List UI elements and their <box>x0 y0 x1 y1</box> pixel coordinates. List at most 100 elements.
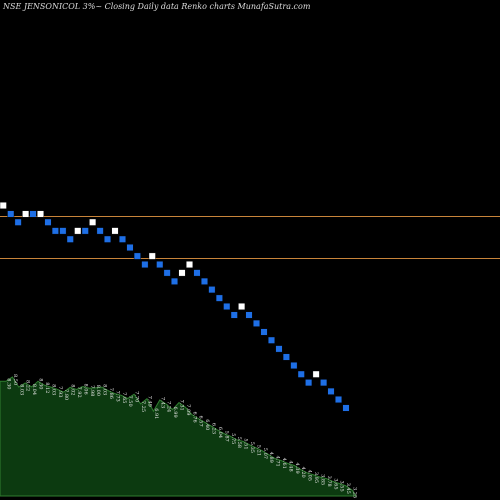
renko-brick-up <box>0 202 7 210</box>
value-label: 7.86 <box>108 388 114 399</box>
renko-brick-down <box>335 396 342 403</box>
renko-brick-down <box>215 294 223 302</box>
value-label: 3.78 <box>326 476 332 487</box>
renko-brick-down <box>141 261 149 268</box>
value-label: 3.65 <box>332 478 338 489</box>
renko-brick-up <box>37 210 44 218</box>
value-label: 7.93 <box>57 386 63 397</box>
renko-brick-down <box>230 311 238 319</box>
renko-brick-up <box>111 227 119 235</box>
value-label: 6.40 <box>204 419 210 430</box>
renko-brick-up <box>89 218 97 226</box>
renko-brick-down <box>29 210 37 218</box>
value-label: 3.45 <box>345 483 351 494</box>
value-label: 8.06 <box>82 384 88 395</box>
value-label: 3.95 <box>313 472 319 483</box>
value-label: 7.80 <box>63 389 69 400</box>
value-label: 5.21 <box>255 445 261 456</box>
renko-brick-down <box>305 379 313 387</box>
renko-brick-down <box>275 345 283 353</box>
value-label: 6.76 <box>191 412 197 423</box>
renko-brick-up <box>74 227 82 235</box>
renko-brick-down <box>297 370 305 378</box>
value-label: 5.87 <box>223 431 229 442</box>
value-label: 7.73 <box>114 391 120 402</box>
value-label: 7.49 <box>147 396 153 407</box>
renko-brick-down <box>320 379 328 387</box>
renko-brick-down <box>7 210 15 218</box>
value-label: 5.07 <box>262 448 268 459</box>
renko-brick-down <box>193 269 201 277</box>
value-label: 6.99 <box>172 407 178 418</box>
renko-brick-down <box>208 286 216 294</box>
value-label: 8.50 <box>12 374 18 385</box>
renko-brick-up <box>178 269 186 277</box>
value-label: 5.58 <box>236 437 242 448</box>
value-label: 8.03 <box>102 384 108 395</box>
renko-brick-down <box>104 235 112 243</box>
renko-brick-down <box>290 362 298 369</box>
value-label: 3.25 <box>352 487 358 498</box>
renko-brick-down <box>200 277 208 285</box>
value-label: 4.71 <box>275 456 281 467</box>
value-label: 8.22 <box>25 380 31 391</box>
value-label: 7.98 <box>89 385 95 396</box>
renko-brick-down <box>51 227 59 235</box>
value-label: 8.12 <box>44 382 50 393</box>
value-label: 6.04 <box>217 427 223 438</box>
renko-brick-down <box>282 353 290 361</box>
renko-brick-down <box>96 227 104 235</box>
renko-brick-down <box>223 303 231 310</box>
renko-brick-up <box>238 303 246 310</box>
renko-brick-down <box>245 311 253 319</box>
value-label: 8.30 <box>6 378 12 389</box>
value-label: 4.39 <box>294 463 300 474</box>
value-label: 4.48 <box>287 461 293 472</box>
renko-brick-up <box>186 261 194 268</box>
value-label: 4.89 <box>268 452 274 463</box>
value-label: 4.20 <box>300 467 306 478</box>
renko-brick-up <box>148 252 156 260</box>
value-label: 5.35 <box>249 442 255 453</box>
value-label: 5.51 <box>243 438 249 449</box>
value-label: 7.50 <box>127 396 133 407</box>
chart-title: NSE JENSONICOL 3%~ Closing Daily data Re… <box>2 2 311 11</box>
value-label: 6.91 <box>153 408 159 419</box>
value-label: 8.30 <box>38 378 44 389</box>
renko-brick-down <box>44 218 52 226</box>
volume-area <box>0 376 357 497</box>
renko-brick-down <box>268 336 275 344</box>
value-label: 7.70 <box>134 391 140 402</box>
renko-brick-up <box>22 210 30 218</box>
renko-brick-down <box>253 319 261 327</box>
value-label: 7.25 <box>140 401 146 412</box>
value-label: 7.92 <box>76 387 82 398</box>
renko-brick-down <box>342 404 350 412</box>
value-labels: 8.30 8.508.03 8.22 8.048.30 8.12 8.03 7.93 7.80… <box>6 374 358 498</box>
value-label: 8.00 <box>95 385 101 396</box>
value-label: 7.43 <box>159 397 165 408</box>
renko-brick-down <box>156 261 164 268</box>
value-label: 6.57 <box>198 416 204 427</box>
value-label: 8.03 <box>50 384 56 395</box>
renko-brick-down <box>163 269 171 277</box>
renko-brick-down <box>81 227 89 235</box>
renko-brick-down <box>14 218 22 226</box>
value-label: 7.65 <box>121 392 127 403</box>
value-label: 5.75 <box>230 433 236 444</box>
value-label: 4.61 <box>281 458 287 469</box>
value-label: 3.85 <box>320 474 326 485</box>
value-label: 8.03 <box>18 384 24 395</box>
renko-brick-down <box>126 244 134 252</box>
renko-brick-down <box>171 277 179 285</box>
value-label: 6.23 <box>211 423 217 434</box>
reference-lines <box>0 216 500 259</box>
value-label: 7.31 <box>179 400 185 411</box>
value-label: 8.04 <box>31 384 37 395</box>
renko-brick-down <box>118 235 126 243</box>
area-fill <box>0 376 357 497</box>
renko-brick-down <box>327 387 335 395</box>
renko-brick-down <box>59 227 67 235</box>
value-label: 3.55 <box>339 481 345 492</box>
